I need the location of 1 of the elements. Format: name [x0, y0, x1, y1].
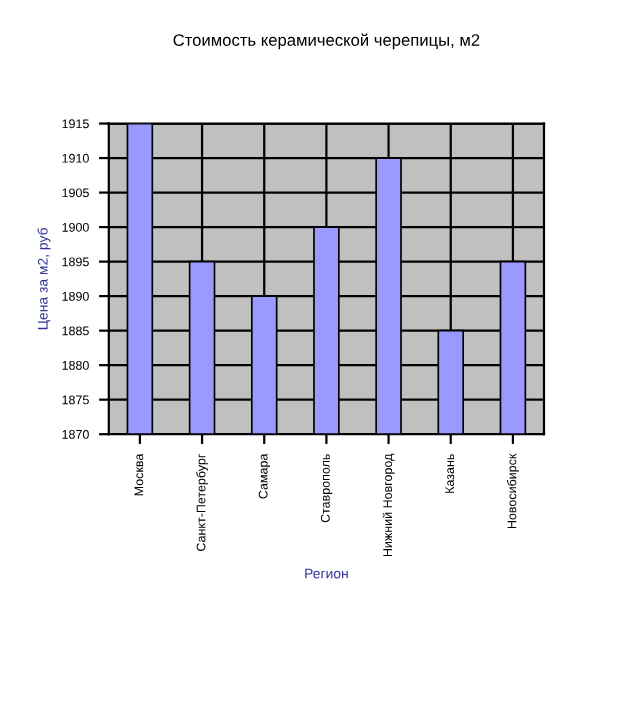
chart-title: Стоимость керамической черепицы, м2: [173, 33, 480, 50]
